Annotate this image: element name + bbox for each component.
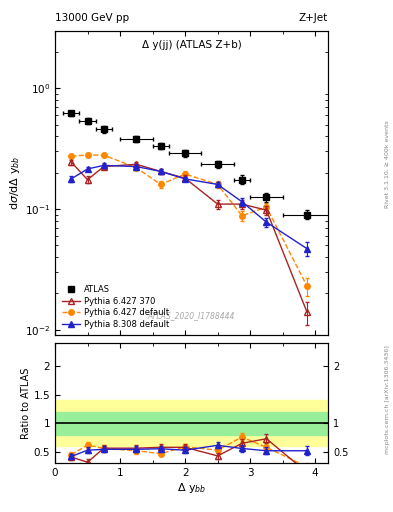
Pythia 8.308 default bbox=[85, 166, 90, 172]
Pythia 6.427 default bbox=[183, 171, 187, 177]
Bar bbox=[55, 400, 328, 446]
Pythia 8.308 default bbox=[305, 246, 309, 252]
Pythia 8.308 default bbox=[158, 168, 163, 175]
Pythia 8.308 default bbox=[264, 219, 269, 225]
Line: Pythia 6.427 default: Pythia 6.427 default bbox=[68, 152, 310, 289]
Pythia 8.308 default bbox=[215, 181, 220, 187]
Pythia 6.427 370 bbox=[69, 159, 73, 165]
Pythia 6.427 default bbox=[85, 152, 90, 158]
Bar bbox=[55, 412, 328, 435]
Pythia 6.427 370 bbox=[215, 201, 220, 207]
Pythia 6.427 default bbox=[240, 212, 244, 219]
X-axis label: $\Delta$ y$_{bb}$: $\Delta$ y$_{bb}$ bbox=[177, 481, 206, 495]
Pythia 8.308 default bbox=[101, 162, 106, 168]
Text: Z+Jet: Z+Jet bbox=[299, 13, 328, 23]
Pythia 6.427 default bbox=[305, 283, 309, 289]
Text: Δ y(jj) (ATLAS Z+b): Δ y(jj) (ATLAS Z+b) bbox=[142, 40, 241, 50]
Legend: ATLAS, Pythia 6.427 370, Pythia 6.427 default, Pythia 8.308 default: ATLAS, Pythia 6.427 370, Pythia 6.427 de… bbox=[59, 283, 172, 331]
Line: Pythia 6.427 370: Pythia 6.427 370 bbox=[68, 159, 310, 315]
Pythia 8.308 default bbox=[183, 176, 187, 182]
Pythia 6.427 370 bbox=[183, 175, 187, 181]
Pythia 6.427 default bbox=[69, 153, 73, 159]
Pythia 8.308 default bbox=[69, 176, 73, 182]
Y-axis label: Ratio to ATLAS: Ratio to ATLAS bbox=[21, 368, 31, 439]
Pythia 6.427 370 bbox=[305, 309, 309, 315]
Line: Pythia 8.308 default: Pythia 8.308 default bbox=[68, 162, 310, 252]
Pythia 6.427 370 bbox=[101, 163, 106, 169]
Text: ATLAS_2020_I1788444: ATLAS_2020_I1788444 bbox=[148, 311, 235, 320]
Pythia 6.427 370 bbox=[134, 161, 139, 167]
Pythia 6.427 370 bbox=[240, 201, 244, 207]
Text: Rivet 3.1.10, ≥ 400k events: Rivet 3.1.10, ≥ 400k events bbox=[385, 120, 389, 208]
Pythia 6.427 default bbox=[101, 152, 106, 158]
Pythia 8.308 default bbox=[240, 199, 244, 205]
Pythia 6.427 default bbox=[215, 181, 220, 187]
Pythia 6.427 default bbox=[134, 165, 139, 171]
Pythia 6.427 default bbox=[264, 204, 269, 210]
Text: 13000 GeV pp: 13000 GeV pp bbox=[55, 13, 129, 23]
Pythia 6.427 370 bbox=[85, 177, 90, 183]
Text: mcplots.cern.ch [arXiv:1306.3436]: mcplots.cern.ch [arXiv:1306.3436] bbox=[385, 345, 389, 454]
Y-axis label: d$\sigma$/d$\Delta$ y$_{bb}$: d$\sigma$/d$\Delta$ y$_{bb}$ bbox=[8, 156, 22, 210]
Pythia 6.427 default bbox=[158, 181, 163, 187]
Pythia 8.308 default bbox=[134, 163, 139, 169]
Pythia 6.427 370 bbox=[158, 168, 163, 175]
Pythia 6.427 370 bbox=[264, 207, 269, 213]
